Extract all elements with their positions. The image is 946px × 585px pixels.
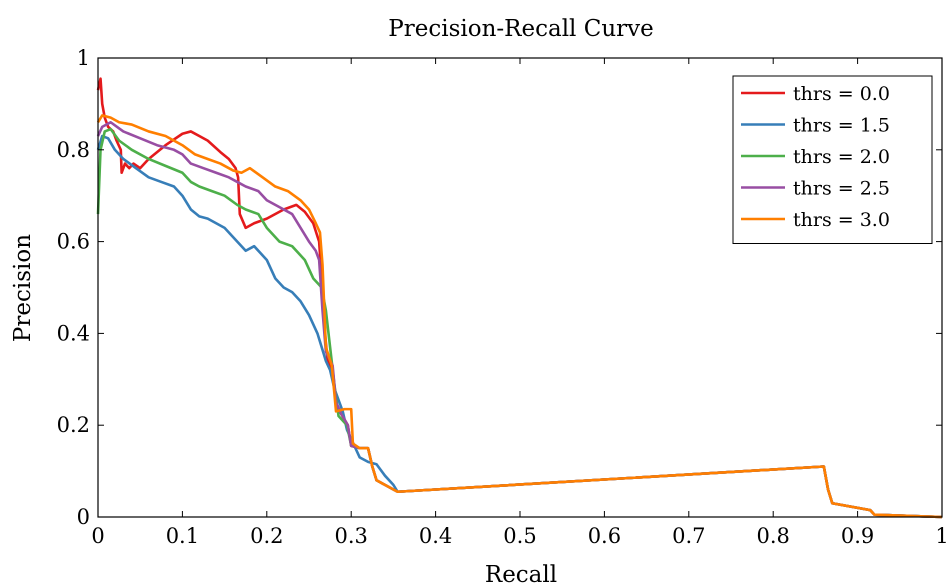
y-tick-label: 0.6 xyxy=(57,230,90,254)
legend-entry-label: thrs = 0.0 xyxy=(793,83,890,105)
series-line-1 xyxy=(96,134,943,519)
legend-entry-label: thrs = 2.0 xyxy=(793,146,890,168)
y-tick-label: 0 xyxy=(77,505,90,529)
chart-title: Precision-Recall Curve xyxy=(388,16,653,42)
y-tick-label: 1 xyxy=(77,46,90,70)
x-tick-label: 0.6 xyxy=(588,524,621,548)
legend-entry-label: thrs = 3.0 xyxy=(793,209,890,231)
legend-box xyxy=(732,75,933,244)
series-layer xyxy=(96,77,943,519)
y-axis-label: Precision xyxy=(10,234,36,342)
legend-entry-label: thrs = 1.5 xyxy=(793,115,890,137)
x-tick-label: 1 xyxy=(935,524,946,548)
x-tick-label: 0.4 xyxy=(419,524,452,548)
legend: thrs = 0.0 thrs = 1.5 thrs = 2.0 thrs = 2.5… xyxy=(732,75,933,244)
x-axis-label: Recall xyxy=(485,562,557,585)
legend-entry-label: thrs = 2.5 xyxy=(793,178,890,200)
x-tick-label: 0.5 xyxy=(503,524,536,548)
y-tick-label: 0.2 xyxy=(57,413,90,437)
x-tick-label: 0.1 xyxy=(166,524,199,548)
x-tick-label: 0.8 xyxy=(756,524,789,548)
series-line-4 xyxy=(96,114,943,519)
x-tick-label: 0.2 xyxy=(250,524,283,548)
x-tick-label: 0 xyxy=(91,524,104,548)
axes-layer: 0 0.1 0.2 0.3 0.4 0.5 0.6 0.7 0.8 0.9 1 0 0.2 0.4 0.6 0… xyxy=(57,46,946,548)
y-tick-label: 0.4 xyxy=(57,321,90,345)
x-tick-label: 0.7 xyxy=(672,524,705,548)
y-tick-label: 0.8 xyxy=(57,138,90,162)
x-tick-label: 0.9 xyxy=(841,524,874,548)
x-tick-label: 0.3 xyxy=(334,524,367,548)
